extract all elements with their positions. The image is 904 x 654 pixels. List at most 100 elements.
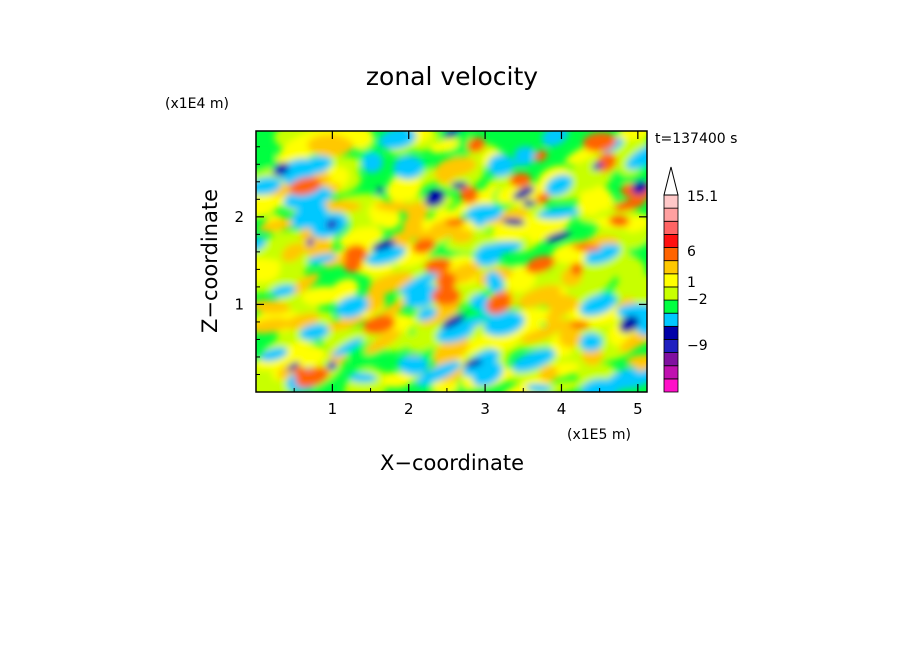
x-scale-label: (x1E5 m): [567, 427, 631, 443]
field-cell: [415, 225, 463, 242]
field-cell: [399, 272, 438, 295]
colorbar-swatch: [663, 273, 679, 288]
field-cell: [365, 245, 406, 266]
field-cell: [467, 137, 486, 153]
field-cell: [281, 242, 304, 263]
field-cell: [450, 229, 474, 244]
x-axis: 1 2 3 4 5: [293, 131, 643, 418]
field-cell: [522, 199, 536, 207]
x-tick-label: 4: [557, 400, 567, 418]
field-cell: [485, 271, 504, 293]
field-cell: [579, 293, 617, 317]
field-cell: [299, 323, 329, 341]
field-cell: [325, 315, 366, 332]
field-cell: [362, 315, 396, 335]
field-cell: [371, 239, 397, 252]
field-cell: [575, 362, 619, 385]
colorbar-tick-label: 1: [687, 275, 696, 291]
field-cell: [502, 218, 526, 226]
field-cell: [471, 206, 489, 227]
field-cell: [256, 190, 287, 220]
field-cell: [431, 286, 461, 306]
field-cell: [375, 187, 385, 195]
field-cell: [535, 192, 550, 204]
field-cell: [270, 284, 297, 298]
field-cell: [619, 324, 647, 353]
field-cell: [632, 179, 647, 195]
y-scale-label: (x1E4 m): [165, 96, 229, 112]
colorbar-swatch: [663, 312, 679, 327]
heatmap-field: [256, 131, 647, 392]
field-cell: [289, 177, 322, 196]
x-tick-label: 1: [328, 400, 338, 418]
field-cell: [558, 325, 582, 348]
field-cell: [258, 217, 301, 232]
field-cell: [272, 167, 282, 176]
x-tick-label: 2: [404, 400, 414, 418]
field-cell: [259, 347, 289, 362]
field-cell: [470, 294, 490, 310]
field-cell: [367, 271, 414, 295]
field-cell: [361, 152, 383, 174]
field-cell: [325, 219, 338, 230]
colorbar-tick-label: −2: [687, 292, 708, 308]
field-cell: [420, 300, 462, 327]
field-cell: [289, 272, 320, 295]
field-cell: [487, 153, 514, 177]
field-cell: [483, 311, 525, 337]
field-cell: [414, 361, 462, 386]
field-cell: [444, 131, 461, 139]
colorbar-tick-label: 15.1: [687, 189, 718, 205]
field-cell: [301, 286, 343, 306]
field-cell: [423, 257, 452, 274]
field-cell: [534, 150, 548, 162]
field-cell: [525, 255, 556, 274]
colorbar-tick-label: −9: [687, 338, 708, 354]
field-cell: [256, 318, 291, 334]
field-cell: [483, 208, 530, 225]
y-axis: 12: [234, 146, 647, 375]
field-cell: [520, 326, 559, 344]
colorbar-swatch: [663, 339, 679, 354]
field-cell: [430, 138, 459, 154]
colorbar-swatch: [663, 378, 679, 393]
field-cell: [625, 143, 647, 170]
field-cell: [545, 174, 573, 196]
field-cell: [505, 265, 536, 293]
field-cell: [537, 207, 580, 220]
field-cell: [306, 237, 314, 247]
field-cell: [517, 284, 561, 308]
field-cell: [539, 365, 559, 382]
field-cell: [616, 303, 647, 321]
colorbar-swatch: [663, 207, 679, 222]
field-cell: [608, 214, 630, 227]
colorbar-swatch: [663, 286, 679, 301]
colorbar-tick-label: 6: [687, 244, 696, 260]
field-cell: [463, 359, 483, 368]
field-cell: [378, 131, 417, 150]
field-cell: [290, 202, 329, 230]
field-cell: [284, 158, 326, 186]
field-cell: [295, 366, 330, 388]
field-cell: [460, 333, 495, 355]
y-axis-label: Z−coordinate: [198, 189, 222, 333]
y-tick-label: 1: [234, 295, 244, 313]
colorbar-swatch: [663, 299, 679, 314]
field-cell: [436, 271, 456, 291]
field-cell: [570, 243, 602, 251]
field-cell: [386, 174, 423, 203]
x-axis-label: X−coordinate: [380, 451, 524, 475]
field-cell: [365, 329, 401, 355]
field-cell: [307, 254, 337, 264]
colorbar-swatch: [663, 247, 679, 262]
field-cell: [570, 262, 584, 276]
field-cell: [374, 201, 417, 213]
field-cell: [434, 163, 456, 184]
field-cell: [433, 335, 470, 366]
field-cell: [450, 316, 487, 332]
field-cell: [525, 383, 552, 392]
field-cell: [424, 189, 446, 207]
field-cell: [338, 227, 385, 249]
field-cell: [589, 186, 613, 211]
